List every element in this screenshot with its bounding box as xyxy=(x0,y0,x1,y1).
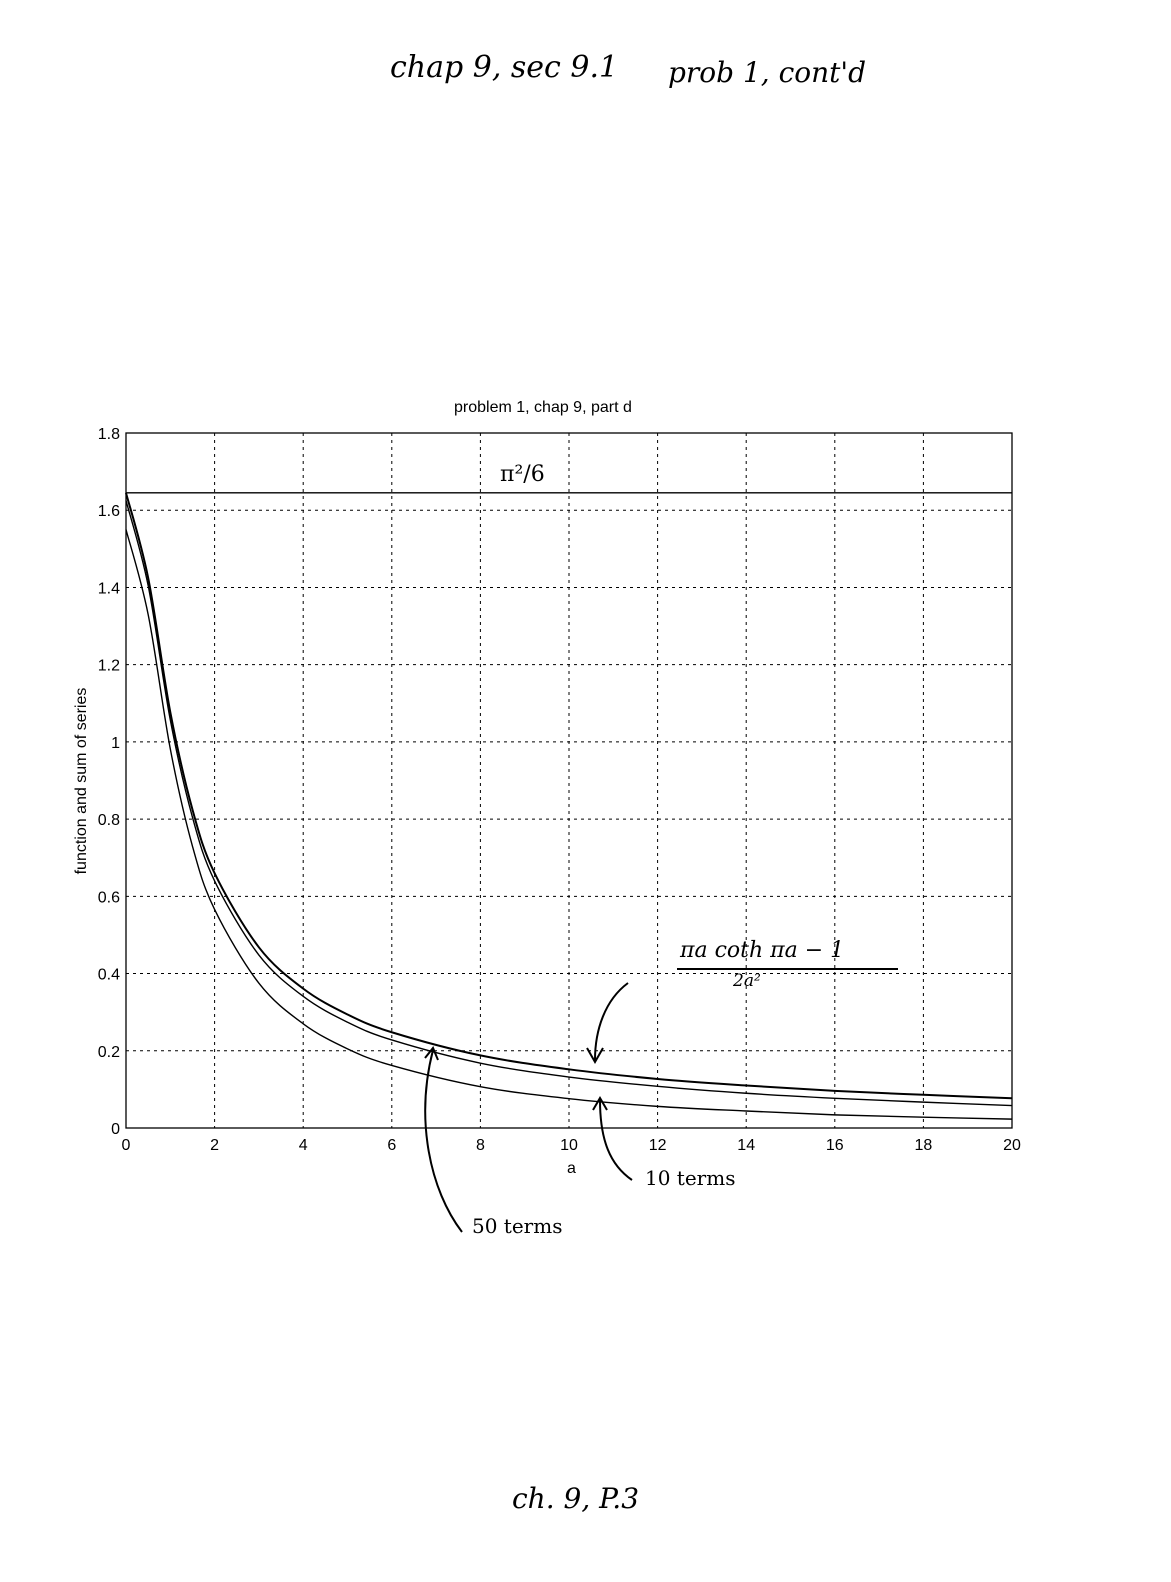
y-tick-label: 1.2 xyxy=(98,658,120,675)
function-numerator: πa coth πa − 1 xyxy=(680,938,845,963)
fifty-terms-curve xyxy=(125,500,1013,1107)
y-tick-label: 1 xyxy=(111,735,120,752)
y-tick-label: 0 xyxy=(111,1121,120,1138)
ten-terms-curve xyxy=(125,529,1013,1120)
x-tick-label: 4 xyxy=(299,1137,308,1154)
x-tick-label: 14 xyxy=(737,1137,755,1154)
plot-frame xyxy=(125,432,1013,1129)
ten-terms-label: 10 terms xyxy=(645,1166,736,1190)
x-axis-label: a xyxy=(567,1160,576,1177)
x-tick-label: 8 xyxy=(476,1137,485,1154)
limit-label: π²/6 xyxy=(500,462,545,487)
x-tick-label: 0 xyxy=(122,1137,131,1154)
function-arrow xyxy=(586,982,629,1065)
x-tick-label: 16 xyxy=(826,1137,844,1154)
y-tick-label: 0.4 xyxy=(98,967,120,984)
y-tick-label: 0.8 xyxy=(98,812,120,829)
y-tick-label: 0.2 xyxy=(98,1044,120,1061)
x-tick-label: 18 xyxy=(915,1137,933,1154)
x-tick-label: 12 xyxy=(649,1137,667,1154)
chart-title: problem 1, chap 9, part d xyxy=(454,399,632,416)
y-tick-label: 1.8 xyxy=(98,426,120,443)
fifty-terms-label: 50 terms xyxy=(472,1214,563,1238)
x-tick-label: 10 xyxy=(560,1137,578,1154)
header-note-right: prob 1, cont'd xyxy=(668,56,867,89)
y-tick-label: 1.4 xyxy=(98,580,120,597)
function-curve xyxy=(125,492,1013,1100)
fifty-terms-arrow xyxy=(424,1046,463,1233)
ten-terms-arrow xyxy=(592,1096,633,1181)
x-tick-label: 2 xyxy=(210,1137,219,1154)
footer-note: ch. 9, P.3 xyxy=(512,1482,640,1515)
function-denominator: 2a² xyxy=(733,971,761,991)
header-note-left: chap 9, sec 9.1 xyxy=(390,50,619,85)
y-tick-label: 0.6 xyxy=(98,889,120,906)
y-tick-label: 1.6 xyxy=(98,503,120,520)
x-tick-label: 20 xyxy=(1003,1137,1021,1154)
x-tick-label: 6 xyxy=(387,1137,396,1154)
